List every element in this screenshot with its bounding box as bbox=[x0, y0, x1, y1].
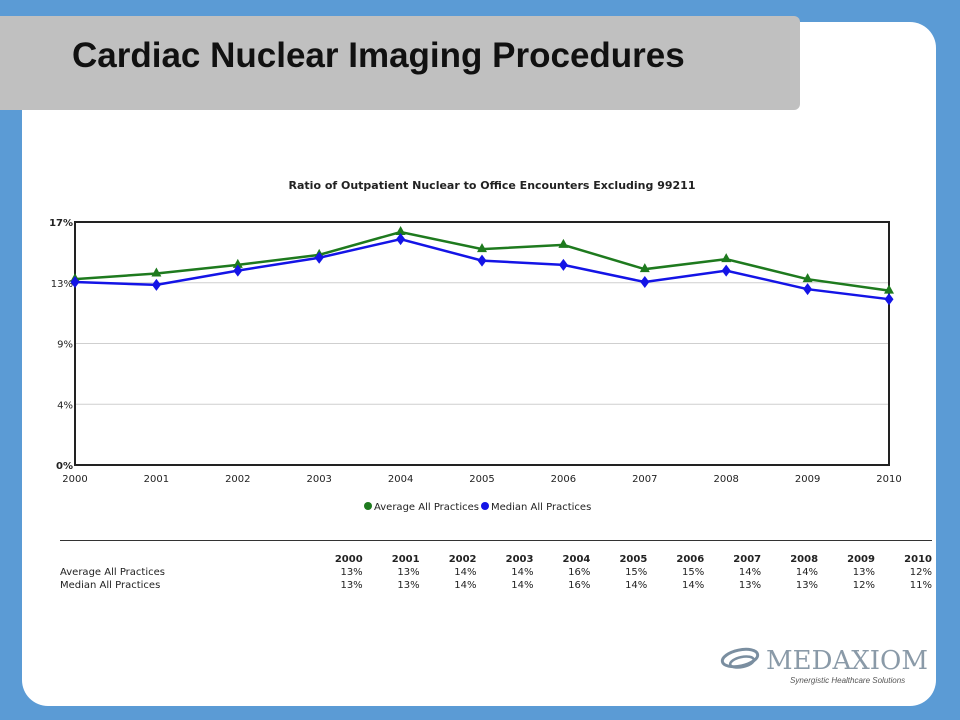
median-data-point bbox=[721, 264, 731, 277]
table-header-row: 2000 2001 2002 2003 2004 2005 2006 2007 2008 2009… bbox=[60, 553, 932, 566]
x-tick-label: 2000 bbox=[62, 474, 87, 485]
average-data-point bbox=[802, 273, 813, 283]
median-data-point bbox=[640, 276, 650, 289]
median-data-point bbox=[396, 233, 406, 246]
average-data-point bbox=[558, 238, 569, 248]
average-data-point bbox=[232, 258, 243, 268]
legend-marker-average bbox=[364, 502, 372, 510]
table-cell: 13% bbox=[397, 580, 420, 591]
slide-title: Cardiac Nuclear Imaging Procedures bbox=[72, 36, 685, 75]
legend-label-median: Median All Practices bbox=[491, 502, 591, 513]
y-tick-label: 13% bbox=[51, 279, 73, 290]
table-year-header: 2010 bbox=[904, 554, 932, 565]
logo-tagline: Synergistic Healthcare Solutions bbox=[790, 676, 906, 685]
slide-panel bbox=[22, 22, 936, 706]
logo-wordmark: MEDAXIOM bbox=[766, 646, 928, 676]
legend-label-average: Average All Practices bbox=[374, 502, 479, 513]
table-cell: 16% bbox=[568, 567, 591, 578]
x-tick-label: 2001 bbox=[144, 474, 169, 485]
table-cell: 13% bbox=[795, 580, 819, 591]
chart-title: Ratio of Outpatient Nuclear to Office En… bbox=[289, 179, 696, 192]
median-data-point bbox=[70, 276, 80, 289]
table-year-header: 2008 bbox=[790, 554, 819, 565]
x-tick-label: 2002 bbox=[225, 474, 250, 485]
table-year-header: 2001 bbox=[391, 554, 420, 565]
average-data-point bbox=[884, 284, 894, 294]
table-cell: 12% bbox=[852, 580, 875, 591]
medaxiom-logo: MEDAXIOM Synergistic Healthcare Solution… bbox=[718, 640, 938, 690]
table-cell: 16% bbox=[568, 580, 591, 591]
x-tick-label: 2004 bbox=[388, 474, 413, 485]
average-data-point bbox=[477, 243, 487, 253]
median-data-point bbox=[558, 258, 568, 271]
x-tick-label: 2008 bbox=[713, 474, 738, 485]
x-tick-label: 2009 bbox=[795, 474, 820, 485]
table-cell: 13% bbox=[852, 567, 875, 578]
table-cell: 14% bbox=[738, 567, 762, 578]
table-year-header: 2002 bbox=[448, 554, 477, 565]
average-data-point bbox=[151, 267, 162, 277]
median-data-point bbox=[233, 264, 243, 277]
table-year-header: 2007 bbox=[733, 554, 762, 565]
median-data-point bbox=[314, 251, 324, 264]
plot-frame bbox=[74, 221, 890, 466]
median-data-point bbox=[884, 293, 894, 306]
x-tick-label: 2010 bbox=[876, 474, 901, 485]
table-corner bbox=[60, 553, 306, 566]
table-cell: 13% bbox=[738, 580, 762, 591]
median-data-point bbox=[803, 283, 813, 296]
table-cell: 14% bbox=[795, 567, 819, 578]
logo-swoosh-icon bbox=[720, 647, 760, 669]
table-row: Median All Practices 13% 13% 14% 14% 16% 14% 14… bbox=[60, 579, 932, 592]
table-cell: 11% bbox=[909, 580, 932, 591]
x-tick-label: 2006 bbox=[551, 474, 576, 485]
table-cell: 15% bbox=[681, 567, 705, 578]
y-tick-label: 4% bbox=[57, 400, 73, 411]
title-bar: Cardiac Nuclear Imaging Procedures bbox=[0, 16, 800, 110]
average-data-point bbox=[721, 253, 732, 263]
table-year-header: 2003 bbox=[505, 554, 534, 565]
table-row: Average All Practices 13% 13% 14% 14% 16% 15% 1… bbox=[60, 566, 932, 579]
x-tick-label: 2007 bbox=[632, 474, 657, 485]
table-cell: 14% bbox=[511, 567, 534, 578]
table-cell: 14% bbox=[625, 580, 648, 591]
table-year-header: 2000 bbox=[334, 554, 363, 565]
y-tick-label: 17% bbox=[49, 218, 73, 229]
table-cell: 13% bbox=[340, 580, 363, 591]
y-tick-label: 9% bbox=[57, 340, 73, 351]
legend-marker-median bbox=[481, 502, 489, 510]
average-data-point bbox=[395, 226, 406, 236]
x-tick-label: 2005 bbox=[469, 474, 494, 485]
average-data-point bbox=[639, 263, 650, 273]
table-row-label: Median All Practices bbox=[60, 580, 161, 591]
table-year-header: 2004 bbox=[562, 554, 591, 565]
table-cell: 14% bbox=[511, 580, 534, 591]
table-year-header: 2009 bbox=[847, 554, 875, 565]
table-cell: 14% bbox=[454, 580, 477, 591]
table-cell: 13% bbox=[397, 567, 420, 578]
median-data-point bbox=[477, 254, 487, 267]
table-year-header: 2005 bbox=[619, 554, 648, 565]
table-cell: 12% bbox=[909, 567, 932, 578]
table-cell: 13% bbox=[340, 567, 363, 578]
x-tick-label: 2003 bbox=[306, 474, 331, 485]
line-chart: Ratio of Outpatient Nuclear to Office En… bbox=[49, 179, 902, 513]
y-tick-label: 0% bbox=[56, 461, 73, 472]
table-row-label: Average All Practices bbox=[60, 567, 165, 578]
median-data-point bbox=[151, 278, 161, 291]
data-table: 2000 2001 2002 2003 2004 2005 2006 2007 2008 2009… bbox=[60, 540, 932, 592]
table-year-header: 2006 bbox=[676, 554, 705, 565]
table-cell: 14% bbox=[454, 567, 477, 578]
table-cell: 14% bbox=[681, 580, 705, 591]
table-cell: 15% bbox=[625, 567, 648, 578]
